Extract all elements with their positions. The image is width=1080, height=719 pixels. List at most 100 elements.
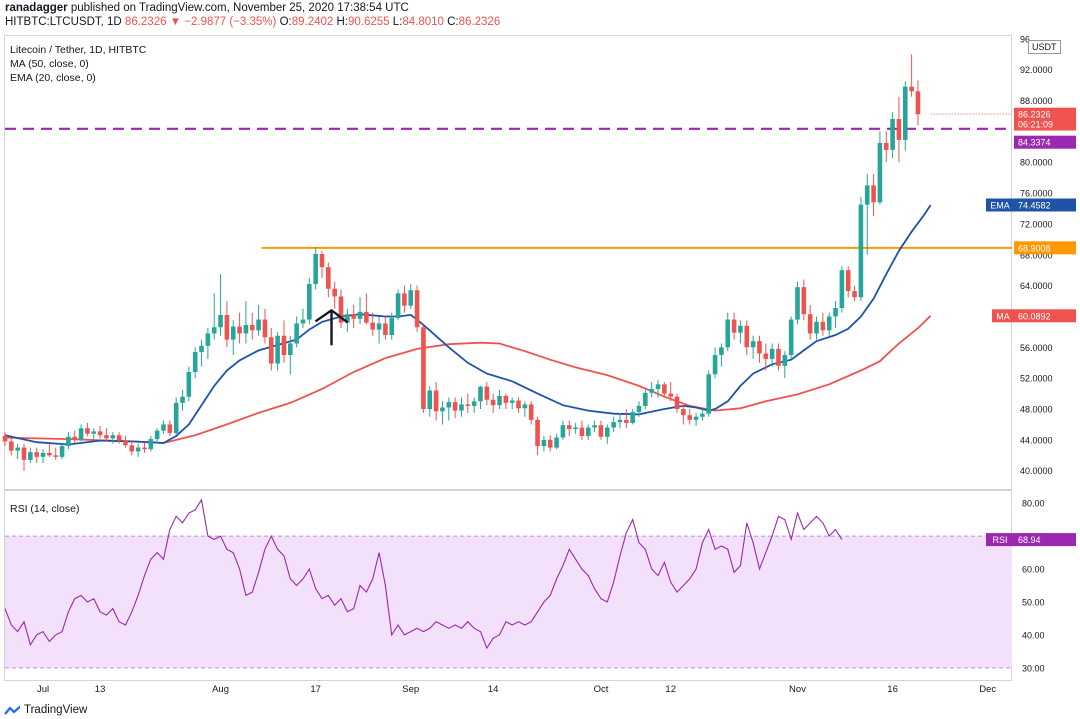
arrow-annotation — [314, 309, 349, 346]
candle-body — [376, 323, 382, 330]
candle-body — [288, 343, 293, 356]
candle-body — [275, 335, 280, 364]
candle-body — [243, 324, 249, 334]
candle-body — [655, 384, 661, 389]
candle-body — [763, 353, 769, 359]
candle-body — [877, 142, 883, 203]
candle-body — [256, 319, 261, 331]
candle-body — [516, 400, 521, 409]
candle-body — [890, 119, 895, 150]
price-tag-1: 06:21:09 — [1018, 120, 1053, 130]
symbol-label: HITBTC:LTCUSDT, 1D — [5, 16, 122, 28]
candle-body — [826, 316, 832, 331]
candle-body — [313, 254, 318, 285]
candle-body — [864, 185, 870, 205]
candle-body — [154, 430, 160, 440]
x-tick-label: 12 — [665, 684, 676, 695]
candle-body — [135, 447, 141, 452]
candle-body — [21, 447, 27, 460]
price-tag-5: 60.0892 — [1018, 311, 1051, 321]
candle-body — [662, 384, 667, 394]
candle-body — [858, 204, 864, 298]
header: ranadagger published on TradingView.com,… — [0, 0, 1080, 30]
currency-label[interactable]: USDT — [1028, 40, 1061, 54]
axes: 96 92.0000 88.0000 80.0000 76.0000 72.0000 68.… — [37, 34, 1053, 695]
candle-body — [579, 427, 585, 437]
candle-body — [573, 427, 578, 430]
candle-body — [693, 416, 699, 420]
candle-body — [110, 435, 116, 439]
candle-body — [332, 288, 337, 297]
candle-body — [421, 327, 426, 410]
candle-body — [719, 347, 724, 356]
candle-body — [414, 290, 420, 328]
ema20-line — [4, 204, 932, 446]
candle-body — [643, 392, 648, 406]
tradingview-logo-icon — [4, 705, 20, 715]
price-tag-3-prefix: EMA — [990, 200, 1010, 210]
rsi-tag-box — [1014, 533, 1076, 547]
publisher-name[interactable]: ranadagger — [5, 2, 68, 14]
candle-body — [465, 404, 471, 406]
price-tag-3: 74.4582 — [1018, 200, 1051, 210]
price-panel[interactable] — [4, 35, 1012, 490]
candle-body — [345, 314, 350, 323]
candle-body — [218, 314, 223, 328]
candle-body — [167, 424, 173, 433]
candle-body — [560, 425, 566, 438]
candle-body — [364, 311, 369, 323]
price-tick-label: 88.0000 — [1020, 96, 1053, 106]
moving-averages — [4, 204, 932, 446]
candle-body — [281, 335, 287, 356]
candle-body — [383, 323, 388, 335]
candle-body — [731, 319, 737, 333]
candle-body — [509, 400, 515, 403]
price-tick-label: 64.0000 — [1020, 281, 1053, 291]
candle-body — [66, 436, 71, 447]
candle-body — [535, 419, 540, 447]
candle-body — [2, 436, 8, 442]
price-tag-4-box — [1014, 241, 1076, 255]
price-tag-5-box — [1014, 309, 1076, 323]
candle-body — [427, 390, 433, 410]
candle-body — [211, 327, 217, 334]
candle-body — [750, 341, 756, 348]
down-arrow-icon: ▼ — [169, 16, 182, 28]
candle-body — [674, 396, 680, 410]
candle-body — [668, 393, 673, 397]
close-value: 86.2326 — [458, 16, 501, 28]
candle-body — [307, 284, 312, 320]
price-tick-label: 80.0000 — [1020, 158, 1053, 168]
candle-body — [484, 386, 490, 400]
candle-body — [712, 355, 718, 375]
price-tick-label: 52.0000 — [1020, 374, 1053, 384]
candle-body — [91, 431, 97, 434]
candle-body — [814, 321, 819, 334]
price-tag-3-box — [1014, 198, 1076, 212]
candle-body — [757, 341, 762, 354]
x-tick-label: 17 — [310, 684, 321, 695]
candle-body — [801, 287, 807, 315]
candle-body — [833, 308, 838, 317]
candle-body — [592, 425, 597, 428]
candle-body — [896, 119, 902, 140]
candle-body — [681, 409, 686, 416]
high-value: 90.6255 — [348, 16, 390, 28]
candle-body — [338, 296, 344, 323]
candle-body — [161, 424, 166, 431]
candle-body — [471, 401, 477, 406]
price-tick-label: 76.0000 — [1020, 189, 1053, 199]
footer-brand[interactable]: TradingView — [24, 704, 88, 716]
candle-body — [180, 396, 185, 403]
candle-body — [807, 314, 813, 334]
price-tick-label: 40.0000 — [1020, 466, 1053, 476]
price-change: −2.9877 (−3.35%) — [184, 16, 277, 28]
candle-body — [725, 319, 731, 348]
candle-body — [230, 326, 236, 340]
rsi-tick-label: 30.00 — [1022, 663, 1045, 673]
candle-body — [205, 333, 211, 346]
candle-body — [776, 348, 781, 366]
candle-body — [351, 314, 356, 319]
candle-body — [408, 290, 414, 306]
